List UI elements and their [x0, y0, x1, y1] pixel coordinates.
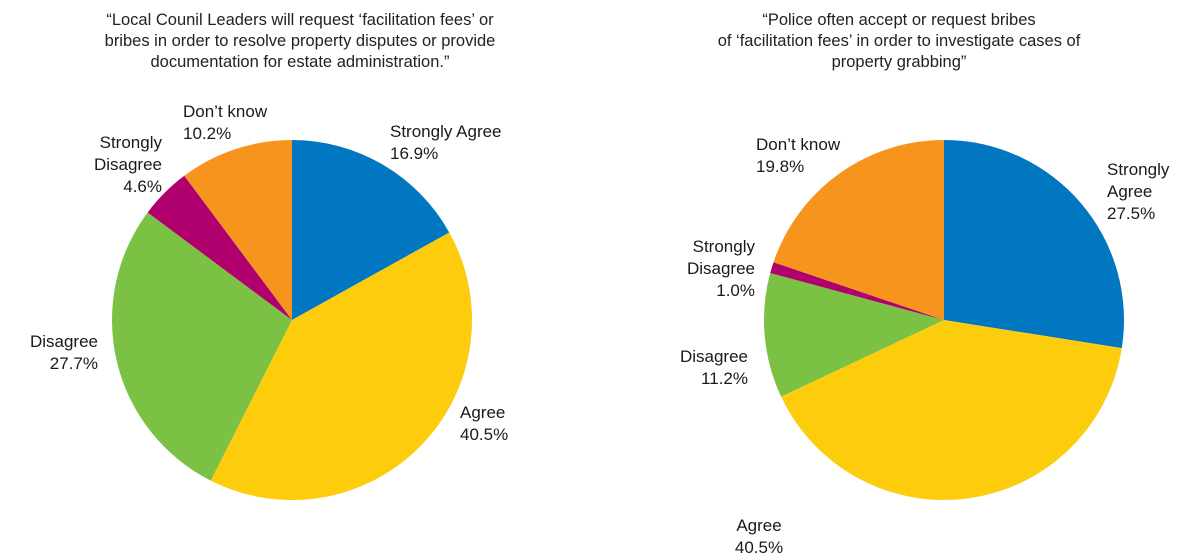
slice-label-text: Don’t know [183, 102, 268, 121]
chart-title: “Police often accept or request bribes o… [600, 10, 1198, 73]
chart-title-line: “Local Counil Leaders will request ‘faci… [106, 11, 494, 29]
slice-value-text: 16.9% [390, 144, 438, 163]
chart-title-line: documentation for estate administration.… [150, 53, 450, 71]
slice-value-text: 4.6% [123, 177, 162, 196]
chart-title-line: property grabbing” [831, 53, 967, 71]
pie-slice-strongly-agree [292, 140, 450, 320]
pie-slice-disagree [763, 273, 944, 397]
pie-slice-agree [210, 232, 473, 501]
pie-chart-police-bribes: “Police often accept or request bribes o… [600, 0, 1198, 558]
slice-value-text: 40.5% [460, 425, 508, 444]
slice-label-text: Strongly [100, 133, 163, 152]
slice-label-don-t-know: Don’t know 19.8% [756, 135, 841, 176]
slice-label-disagree: Disagree 27.7% [30, 332, 98, 373]
chart-title: “Local Counil Leaders will request ‘faci… [0, 10, 600, 73]
pie-chart-svg: Strongly Agree 16.9% Agree 40.5% Disagree 27.… [30, 102, 508, 501]
slice-label-text: Strongly [1107, 160, 1170, 179]
pie-slice-strongly-disagree [147, 175, 292, 320]
slice-label-text: Strongly Agree [390, 122, 502, 141]
pie-slice-agree [781, 320, 1122, 500]
slice-label-agree: Agree 40.5% [460, 403, 508, 444]
slice-label-strongly-agree: Strongly Agree 27.5% [1107, 160, 1170, 223]
slice-label-text: Disagree [30, 332, 98, 351]
slice-label-don-t-know: Don’t know 10.2% [183, 102, 268, 143]
slice-label-text: Agree [460, 403, 505, 422]
pie-slice-strongly-disagree [770, 262, 944, 320]
chart-title-line: “Police often accept or request bribes [762, 11, 1036, 29]
slice-label-text: Agree [736, 516, 781, 535]
chart-title-line: bribes in order to resolve property disp… [104, 32, 496, 50]
slice-label-strongly-disagree: Strongly Disagree 1.0% [687, 237, 756, 300]
pie-slice-don-t-know [773, 140, 944, 320]
slice-value-text: 27.7% [50, 354, 98, 373]
pie-slice-strongly-agree [944, 140, 1124, 349]
slice-label-text: Agree [1107, 182, 1152, 201]
slice-label-strongly-agree: Strongly Agree 16.9% [390, 122, 502, 163]
slice-value-text: 19.8% [756, 157, 804, 176]
slice-value-text: 10.2% [183, 124, 231, 143]
slice-value-text: 11.2% [701, 369, 748, 388]
slice-label-agree: Agree 40.5% [735, 516, 783, 557]
chart-title-line: of ‘facilitation fees’ in order to inves… [717, 32, 1081, 50]
pie-slice-disagree [112, 212, 292, 481]
slice-value-text: 40.5% [735, 538, 783, 557]
slice-label-strongly-disagree: Strongly Disagree 4.6% [94, 133, 163, 196]
slice-label-text: Disagree [680, 347, 748, 366]
slice-label-disagree: Disagree 11.2% [680, 347, 748, 388]
pie-chart-local-council-leaders: “Local Counil Leaders will request ‘faci… [0, 10, 600, 501]
slice-label-text: Disagree [687, 259, 755, 278]
pie-slice-don-t-know [184, 140, 292, 320]
slice-label-text: Don’t know [756, 135, 841, 154]
slice-value-text: 27.5% [1107, 204, 1155, 223]
slice-label-text: Strongly [693, 237, 756, 256]
pie-chart-svg: Strongly Agree 27.5% Agree 40.5% Disagree 11.2… [680, 135, 1170, 557]
slice-value-text: 1.0% [716, 281, 755, 300]
slice-label-text: Disagree [94, 155, 162, 174]
